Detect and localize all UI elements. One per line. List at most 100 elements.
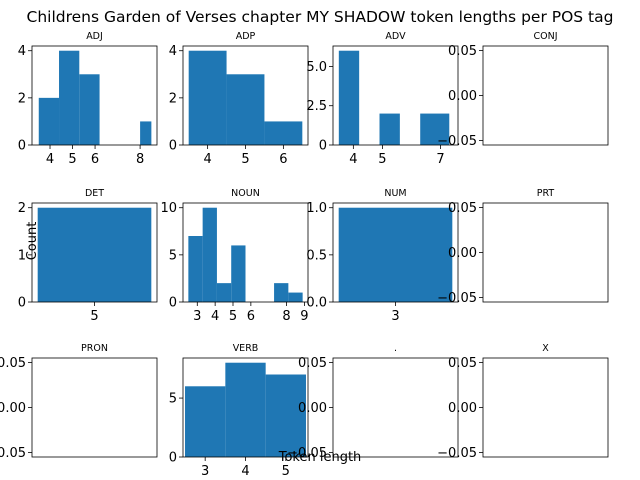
- subplot-title: PRON: [81, 343, 108, 354]
- subplot: PRT −0.05 0.00 0.05: [437, 188, 609, 306]
- y-tick-label: 0.05: [0, 356, 26, 371]
- subplot: NUM 3 0.0 0.5 1.0: [306, 188, 459, 324]
- histogram-bar: [37, 207, 152, 302]
- x-tick-label: 3: [201, 464, 209, 479]
- histogram-bar: [274, 283, 289, 302]
- axes-frame: [482, 45, 609, 146]
- subplot-title: ADP: [236, 31, 256, 42]
- y-tick-label: 0.00: [448, 401, 477, 416]
- histogram-bar: [420, 113, 450, 145]
- y-tick-label: 0.5: [306, 248, 327, 263]
- subplot-title: CONJ: [533, 31, 557, 42]
- subplot-title: PRT: [537, 188, 555, 199]
- y-tick-label: 1: [18, 248, 26, 263]
- x-tick-label: 4: [211, 309, 219, 324]
- histogram-bar: [225, 362, 266, 457]
- y-tick-label: −0.05: [0, 446, 26, 461]
- y-tick-label: 0: [169, 296, 177, 311]
- histogram-bar: [38, 97, 60, 145]
- axes-frame: [31, 357, 158, 458]
- y-tick-label: 0.05: [448, 356, 477, 371]
- subplot-title: NOUN: [231, 188, 260, 199]
- histogram-bar: [265, 374, 306, 457]
- x-tick-label: 6: [91, 152, 99, 167]
- histogram-bar: [264, 121, 303, 145]
- x-tick-label: 3: [391, 309, 399, 324]
- histogram-bar: [79, 74, 100, 145]
- y-tick-label: 0.05: [298, 356, 327, 371]
- y-tick-label: 0.0: [306, 296, 327, 311]
- y-tick-label: 1.0: [306, 201, 327, 216]
- y-tick-label: 0.00: [448, 89, 477, 104]
- x-tick-label: 6: [279, 152, 287, 167]
- subplot-title: X: [542, 343, 549, 354]
- subplot: X −0.05 0.00 0.05: [437, 343, 609, 461]
- subplot: VERB 3 4 5 0 5: [169, 343, 309, 479]
- y-tick-label: 2: [169, 91, 177, 106]
- x-tick-label: 4: [349, 152, 357, 167]
- histogram-bar: [338, 207, 453, 302]
- x-axis-label: Token length: [278, 450, 362, 465]
- x-tick-label: 5: [282, 464, 290, 479]
- histogram-bar: [338, 50, 360, 145]
- axes-frame: [482, 202, 609, 303]
- y-tick-label: 0.00: [448, 246, 477, 261]
- y-tick-label: 0.00: [0, 401, 26, 416]
- histogram-bar: [288, 292, 303, 302]
- y-tick-label: 4: [169, 44, 177, 59]
- y-tick-label: 0: [169, 139, 177, 154]
- y-tick-label: 0: [18, 296, 26, 311]
- x-tick-label: 5: [90, 309, 98, 324]
- histogram-bar: [379, 113, 400, 145]
- subplot: ADV 4 5 7 0 2.5 5.0: [306, 31, 459, 167]
- subplot-title: VERB: [233, 343, 259, 354]
- subplot: PRON −0.05 0.00 0.05: [0, 343, 158, 461]
- x-tick-label: 3: [193, 309, 201, 324]
- histogram-bar: [226, 74, 265, 145]
- y-tick-label: 10: [160, 201, 177, 216]
- axes-frame: [182, 202, 309, 303]
- histogram-bar: [216, 283, 232, 302]
- y-tick-label: 5: [169, 392, 177, 407]
- chart-title: Childrens Garden of Verses chapter MY SH…: [27, 8, 614, 26]
- x-tick-label: 5: [229, 309, 237, 324]
- x-tick-label: 5: [241, 152, 249, 167]
- axes-frame: [332, 45, 459, 146]
- subplot: CONJ −0.05 0.00 0.05: [437, 31, 609, 149]
- x-tick-label: 9: [300, 309, 308, 324]
- x-tick-label: 4: [241, 464, 249, 479]
- y-tick-label: 0.05: [448, 44, 477, 59]
- histogram-bar: [188, 236, 203, 302]
- subplot-title: ADV: [385, 31, 406, 42]
- y-tick-label: 0: [18, 139, 26, 154]
- y-tick-label: 2: [18, 91, 26, 106]
- y-tick-label: 0.00: [298, 401, 327, 416]
- y-tick-label: 2: [18, 201, 26, 216]
- x-tick-label: 5: [378, 152, 386, 167]
- y-tick-label: −0.05: [437, 446, 477, 461]
- axes-frame: [332, 357, 459, 458]
- y-tick-label: 0: [319, 139, 327, 154]
- y-tick-label: 0.05: [448, 201, 477, 216]
- y-tick-label: 4: [18, 44, 26, 59]
- x-tick-label: 4: [46, 152, 54, 167]
- histogram-bar: [188, 50, 227, 145]
- x-tick-label: 5: [68, 152, 76, 167]
- subplot-title: .: [394, 343, 397, 354]
- histogram-bar: [59, 50, 80, 145]
- histogram-bar: [231, 245, 246, 302]
- subplot-title: DET: [85, 188, 104, 199]
- y-tick-label: 2.5: [306, 99, 327, 114]
- histogram-bar: [140, 121, 152, 145]
- axes-frame: [482, 357, 609, 458]
- axes-frame: [31, 45, 158, 146]
- x-tick-label: 6: [247, 309, 255, 324]
- subplot: . −0.05 0.00 0.05: [287, 343, 459, 461]
- x-tick-label: 4: [203, 152, 211, 167]
- y-tick-label: 0: [169, 451, 177, 466]
- x-tick-label: 8: [282, 309, 290, 324]
- subplot: ADP 4 5 6 0 2 4: [169, 31, 309, 167]
